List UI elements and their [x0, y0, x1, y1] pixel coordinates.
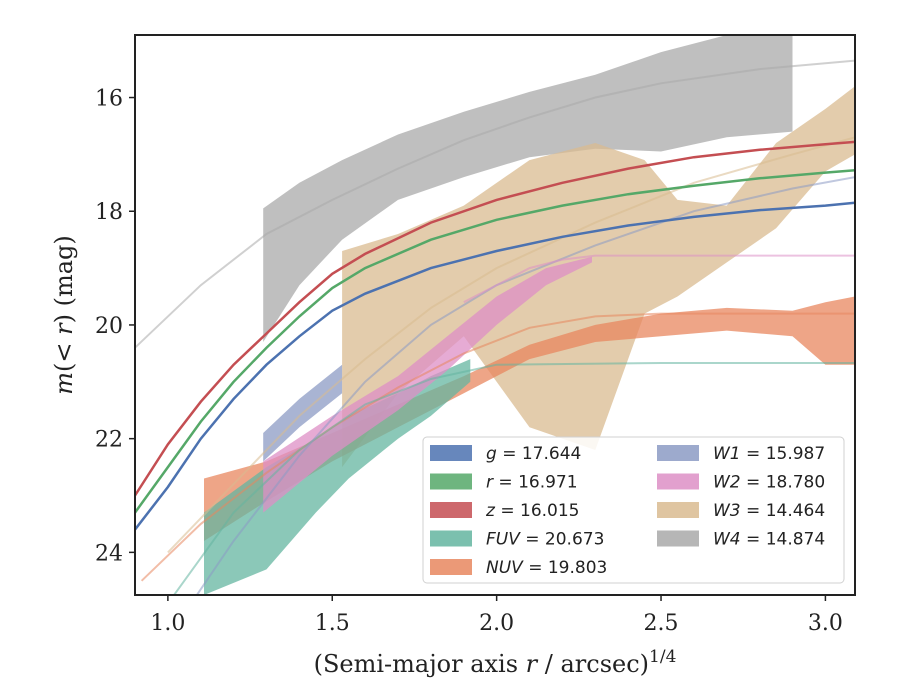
legend-swatch-nuv — [430, 559, 472, 575]
legend-label-w2: W2 = 18.780 — [713, 473, 825, 493]
legend-label-fuv: FUV = 20.673 — [486, 530, 604, 550]
model-w1 — [195, 176, 855, 595]
legend-label-g: g = 17.644 — [486, 444, 581, 464]
legend-swatch-r — [430, 473, 472, 490]
band-nuv — [204, 296, 855, 541]
curve-g — [135, 201, 855, 531]
curve-z — [135, 140, 855, 497]
x-tick-label: 1.5 — [315, 611, 350, 636]
x-tick-label: 2.0 — [479, 611, 514, 636]
legend-swatch-w4 — [657, 530, 699, 547]
y-axis: 16 18 20 22 24 — [95, 87, 135, 566]
legend-label-nuv: NUV = 19.803 — [486, 558, 607, 578]
x-tick-label: 3.0 — [808, 611, 843, 636]
legend-swatch-w1 — [657, 445, 699, 461]
legend-swatch-w2 — [657, 473, 699, 490]
legend-label-z: z = 16.015 — [485, 501, 579, 521]
x-axis-label: (Semi-major axis r / arcsec)1/4 — [314, 647, 677, 678]
plot-area — [135, 35, 855, 595]
legend-swatch-z — [430, 502, 472, 518]
model-w3 — [167, 136, 855, 554]
y-tick-label: 16 — [95, 87, 123, 112]
legend-swatch-g — [430, 445, 472, 461]
model-fuv — [172, 362, 855, 595]
model-w2 — [463, 254, 855, 304]
band-w4 — [263, 35, 793, 342]
curve-r — [135, 169, 855, 514]
y-tick-label: 24 — [95, 541, 123, 566]
band-w2 — [263, 256, 592, 513]
x-tick-label: 2.5 — [644, 611, 679, 636]
y-tick-label: 20 — [95, 314, 123, 339]
legend-label-w3: W3 = 14.464 — [713, 501, 825, 521]
y-tick-label: 18 — [95, 200, 123, 225]
legend: g = 17.644 r = 16.971 z = 16.015 FUV = 20.6… — [422, 436, 845, 584]
band-fuv — [204, 359, 471, 595]
legend-frame — [422, 436, 845, 584]
x-axis: 1.0 1.5 2.0 2.5 3.0 — [150, 595, 843, 636]
y-axis-label: m(< r) (mag) — [50, 235, 78, 395]
legend-swatch-w3 — [657, 502, 699, 518]
legend-label-r: r = 16.971 — [486, 473, 578, 493]
model-nuv — [140, 312, 855, 582]
plot-frame — [134, 34, 856, 596]
legend-label-w1: W1 = 15.987 — [713, 444, 825, 464]
model-w4 — [135, 59, 855, 349]
legend-swatch-fuv — [430, 530, 472, 547]
legend-label-w4: W4 = 14.874 — [713, 530, 825, 550]
x-tick-label: 1.0 — [150, 611, 185, 636]
band-w3 — [342, 86, 855, 468]
y-tick-label: 22 — [95, 428, 123, 453]
